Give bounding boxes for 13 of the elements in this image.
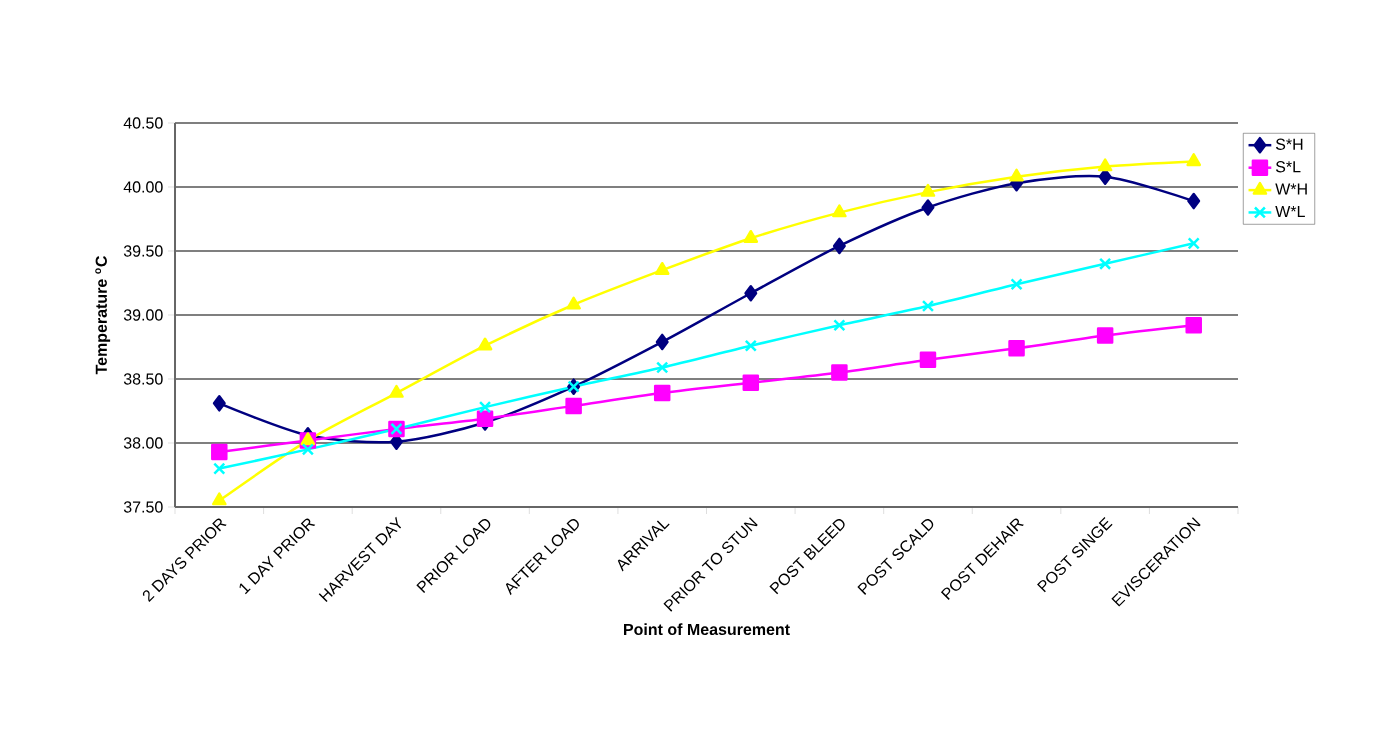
legend-label: W*L bbox=[1275, 205, 1305, 217]
y-tick-label: 39.50 bbox=[123, 245, 163, 257]
legend-label: S*H bbox=[1275, 138, 1303, 150]
x-axis-title: Point of Measurement bbox=[624, 623, 790, 636]
y-tick-label: 40.50 bbox=[123, 117, 163, 129]
y-tick-label: 39.00 bbox=[123, 309, 163, 321]
y-tick-label: 40.00 bbox=[123, 181, 163, 193]
legend-label: S*L bbox=[1275, 161, 1301, 173]
y-axis-title: Temperature $^{o}$C bbox=[95, 255, 111, 375]
legend-label: W*H bbox=[1275, 183, 1307, 195]
y-tick-label: 37.50 bbox=[123, 501, 163, 513]
y-tick-label: 38.00 bbox=[123, 437, 163, 449]
y-tick-label: 38.50 bbox=[123, 373, 163, 385]
